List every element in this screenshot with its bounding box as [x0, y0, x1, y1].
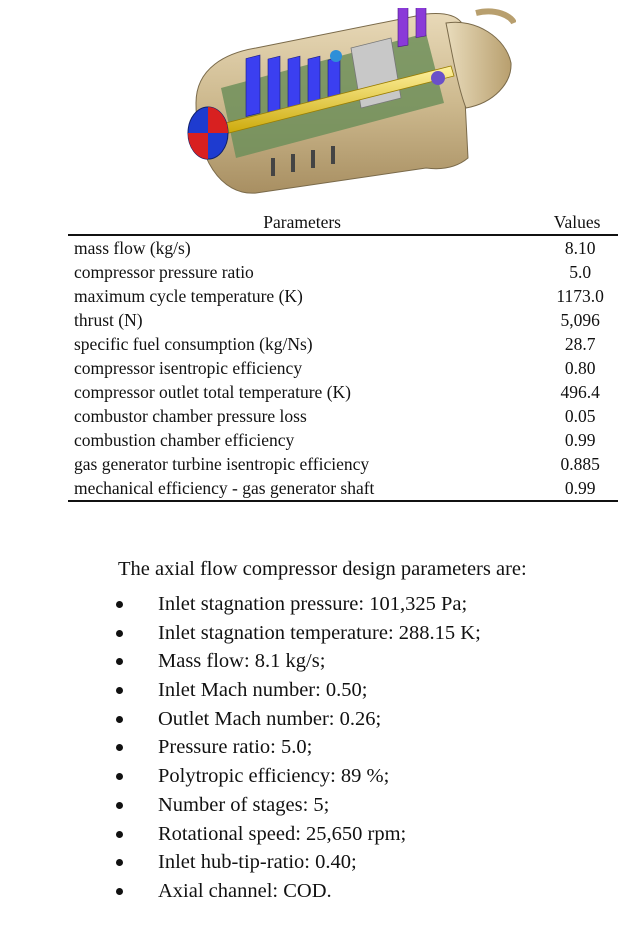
value-cell: 496.4 [560, 382, 600, 402]
list-item: Number of stages: 5; [112, 791, 481, 820]
list-item-text: Inlet hub-tip-ratio: 0.40; [158, 851, 357, 874]
parameters-table: Parameters Values mass flow (kg/s) 8.10 c… [68, 210, 618, 502]
table-row: mechanical efficiency - gas generator sh… [68, 476, 618, 501]
parameter-cell: mechanical efficiency - gas generator sh… [74, 478, 375, 498]
values-header: Values [553, 212, 601, 232]
list-item: Inlet hub-tip-ratio: 0.40; [112, 848, 481, 877]
parameter-cell: maximum cycle temperature (K) [74, 286, 303, 306]
bullet-icon [116, 629, 123, 637]
design-parameters-list: Inlet stagnation pressure: 101,325 Pa; I… [112, 590, 481, 906]
table-row: mass flow (kg/s) 8.10 [68, 235, 618, 260]
table-header-row: Parameters Values [68, 210, 618, 235]
bullet-icon [116, 887, 123, 895]
parameter-cell: compressor outlet total temperature (K) [74, 382, 351, 402]
bullet-icon [116, 859, 123, 867]
bullet-icon [116, 773, 123, 781]
table-row: combustor chamber pressure loss 0.05 [68, 404, 618, 428]
list-item: Polytropic efficiency: 89 %; [112, 762, 481, 791]
bullet-icon [116, 715, 123, 723]
engine-cutaway-figure [187, 8, 516, 194]
parameter-cell: combustor chamber pressure loss [74, 406, 307, 426]
design-parameters-intro: The axial flow compressor design paramet… [118, 558, 527, 580]
table-row: maximum cycle temperature (K) 1173.0 [68, 284, 618, 308]
table-row: combustion chamber efficiency 0.99 [68, 428, 618, 452]
table-row: specific fuel consumption (kg/Ns) 28.7 [68, 332, 618, 356]
value-cell: 8.10 [564, 238, 596, 258]
list-item-text: Axial channel: COD. [158, 879, 332, 902]
table-row: compressor isentropic efficiency 0.80 [68, 356, 618, 380]
value-cell: 1173.0 [556, 286, 604, 306]
value-cell: 5.0 [569, 262, 592, 282]
value-cell: 28.7 [564, 334, 596, 354]
parameter-cell: mass flow (kg/s) [74, 238, 191, 258]
value-cell: 0.05 [564, 406, 596, 426]
list-item-text: Inlet Mach number: 0.50; [158, 679, 368, 702]
table-row: compressor outlet total temperature (K) 4… [68, 380, 618, 404]
value-cell: 5,096 [560, 310, 600, 330]
value-cell: 0.99 [564, 430, 596, 450]
list-item: Axial channel: COD. [112, 877, 481, 906]
list-item: Inlet stagnation pressure: 101,325 Pa; [112, 590, 481, 619]
list-item: Mass flow: 8.1 kg/s; [112, 647, 481, 676]
list-item-text: Mass flow: 8.1 kg/s; [158, 650, 326, 673]
list-item-text: Inlet stagnation temperature: 288.15 K; [158, 621, 481, 644]
parameter-cell: compressor pressure ratio [74, 262, 254, 282]
list-item: Inlet stagnation temperature: 288.15 K; [112, 619, 481, 648]
list-item-text: Outlet Mach number: 0.26; [158, 707, 382, 730]
bullet-icon [116, 744, 123, 752]
list-item: Outlet Mach number: 0.26; [112, 705, 481, 734]
bullet-icon [116, 658, 123, 666]
list-item-text: Number of stages: 5; [158, 793, 330, 816]
parameters-header: Parameters [263, 212, 341, 232]
list-item-text: Pressure ratio: 5.0; [158, 736, 313, 759]
value-cell: 0.99 [564, 478, 596, 498]
bullet-icon [116, 801, 123, 809]
bullet-icon [116, 687, 123, 695]
list-item-text: Rotational speed: 25,650 rpm; [158, 822, 407, 845]
bullet-icon [116, 601, 123, 608]
parameter-cell: gas generator turbine isentropic efficie… [74, 454, 370, 474]
value-cell: 0.80 [564, 358, 596, 378]
parameter-cell: compressor isentropic efficiency [74, 358, 303, 378]
value-cell: 0.885 [560, 454, 600, 474]
parameter-cell: thrust (N) [74, 310, 143, 330]
list-item-text: Inlet stagnation pressure: 101,325 Pa; [158, 593, 468, 615]
list-item: Rotational speed: 25,650 rpm; [112, 820, 481, 849]
parameter-cell: specific fuel consumption (kg/Ns) [74, 334, 313, 354]
bullet-icon [116, 830, 123, 838]
table-row: compressor pressure ratio 5.0 [68, 260, 618, 284]
list-item: Pressure ratio: 5.0; [112, 733, 481, 762]
parameter-cell: combustion chamber efficiency [74, 430, 295, 450]
list-item: Inlet Mach number: 0.50; [112, 676, 481, 705]
list-item-text: Polytropic efficiency: 89 %; [158, 765, 390, 788]
table-row: thrust (N) 5,096 [68, 308, 618, 332]
table-row: gas generator turbine isentropic efficie… [68, 452, 618, 476]
